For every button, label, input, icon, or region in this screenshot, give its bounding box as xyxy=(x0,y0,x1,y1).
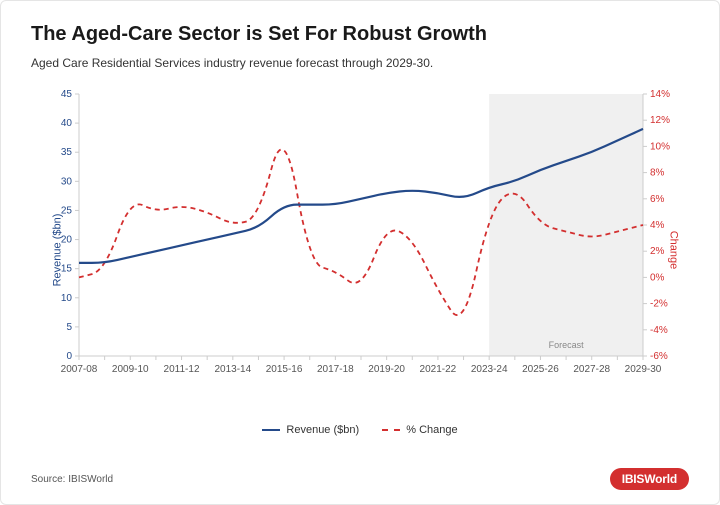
forecast-label: Forecast xyxy=(549,340,585,350)
chart-legend: Revenue ($bn) % Change xyxy=(31,422,689,436)
y-left-tick-label: 5 xyxy=(66,322,72,333)
legend-revenue: Revenue ($bn) xyxy=(262,424,359,436)
x-tick-label: 2025-26 xyxy=(522,364,559,375)
x-tick-label: 2021-22 xyxy=(420,364,457,375)
y-right-tick-label: -2% xyxy=(650,299,668,310)
chart-svg: Forecast051015202530354045-6%-4%-2%0%2%4… xyxy=(31,84,691,384)
y-right-tick-label: 4% xyxy=(650,220,665,231)
chart-area: Revenue ($bn) Change Forecast05101520253… xyxy=(31,84,691,414)
legend-change: % Change xyxy=(382,424,457,436)
forecast-band xyxy=(489,94,643,356)
legend-swatch-revenue xyxy=(262,429,280,431)
x-tick-label: 2027-28 xyxy=(573,364,610,375)
x-tick-label: 2013-14 xyxy=(214,364,251,375)
x-tick-label: 2019-20 xyxy=(368,364,405,375)
y-right-axis-label: Change xyxy=(668,231,680,270)
y-right-tick-label: -6% xyxy=(650,351,668,362)
y-right-tick-label: 14% xyxy=(650,89,670,100)
y-right-tick-label: -4% xyxy=(650,325,668,336)
y-right-tick-label: 6% xyxy=(650,194,665,205)
y-left-axis-label: Revenue ($bn) xyxy=(51,214,63,287)
x-tick-label: 2017-18 xyxy=(317,364,354,375)
y-left-tick-label: 10 xyxy=(61,293,73,304)
y-left-tick-label: 30 xyxy=(61,176,73,187)
legend-label-change: % Change xyxy=(406,424,457,436)
chart-subtitle: Aged Care Residential Services industry … xyxy=(31,56,689,70)
y-left-tick-label: 35 xyxy=(61,147,73,158)
y-right-tick-label: 0% xyxy=(650,272,665,283)
chart-title: The Aged-Care Sector is Set For Robust G… xyxy=(31,23,689,46)
x-tick-label: 2023-24 xyxy=(471,364,508,375)
legend-label-revenue: Revenue ($bn) xyxy=(286,424,359,436)
x-tick-label: 2029-30 xyxy=(625,364,662,375)
y-left-tick-label: 0 xyxy=(66,351,72,362)
ibisworld-logo: IBISWorld xyxy=(610,468,689,490)
source-text: Source: IBISWorld xyxy=(31,474,113,485)
y-left-tick-label: 45 xyxy=(61,89,73,100)
x-tick-label: 2011-12 xyxy=(164,364,200,375)
y-right-tick-label: 2% xyxy=(650,246,665,257)
x-tick-label: 2007-08 xyxy=(61,364,98,375)
x-tick-label: 2009-10 xyxy=(112,364,149,375)
x-tick-label: 2015-16 xyxy=(266,364,303,375)
y-right-tick-label: 12% xyxy=(650,115,670,126)
legend-swatch-change xyxy=(382,429,400,431)
y-right-tick-label: 10% xyxy=(650,141,670,152)
y-left-tick-label: 40 xyxy=(61,118,73,129)
y-right-tick-label: 8% xyxy=(650,168,665,179)
